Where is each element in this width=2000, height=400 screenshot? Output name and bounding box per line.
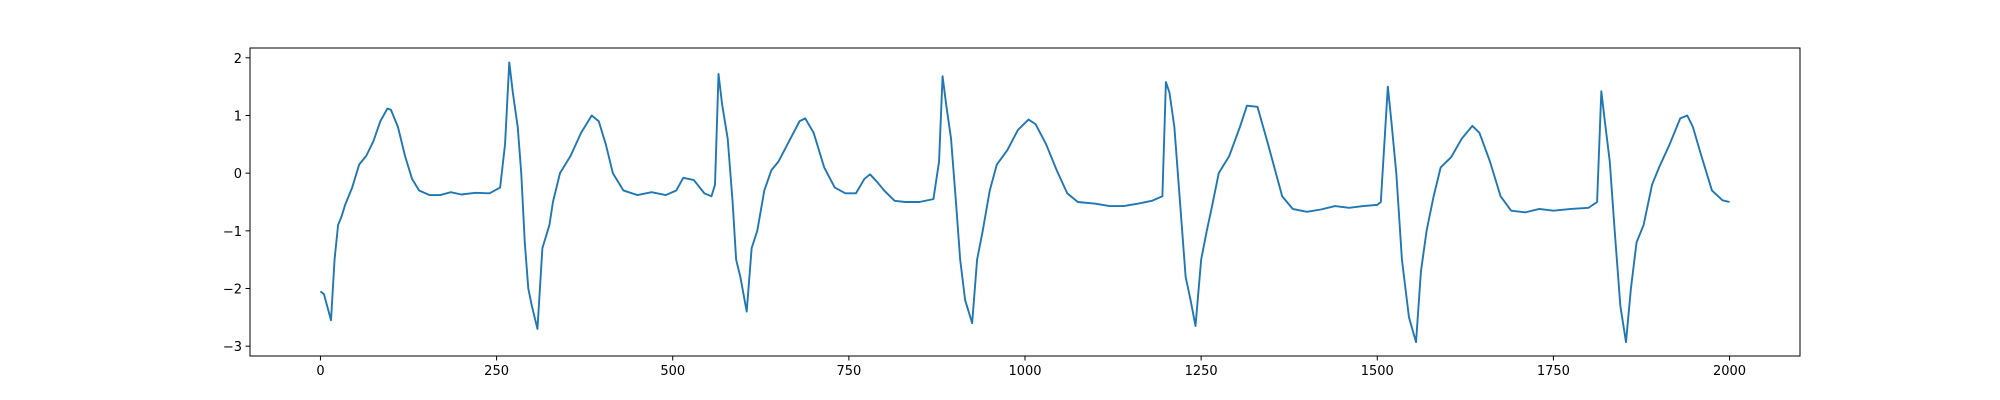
x-tick-label: 750 [836, 364, 861, 379]
x-tick-label: 250 [484, 364, 509, 379]
y-tick-label: −2 [223, 283, 242, 298]
x-tick-label: 0 [316, 364, 324, 379]
line-series [319, 61, 1730, 344]
y-tick-label: 1 [234, 109, 242, 124]
x-tick-label: 1500 [1361, 364, 1394, 379]
plot-frame [249, 47, 1801, 357]
x-tick-label: 1750 [1537, 364, 1570, 379]
y-tick-label: −3 [223, 340, 242, 355]
y-tick-label: −1 [223, 225, 242, 240]
y-tick-label: 2 [234, 52, 242, 67]
x-tick-label: 1250 [1185, 364, 1218, 379]
x-tick-label: 500 [660, 364, 685, 379]
x-tick-label: 2000 [1713, 364, 1746, 379]
y-tick-label: 0 [234, 167, 242, 182]
x-tick-label: 1000 [1008, 364, 1041, 379]
